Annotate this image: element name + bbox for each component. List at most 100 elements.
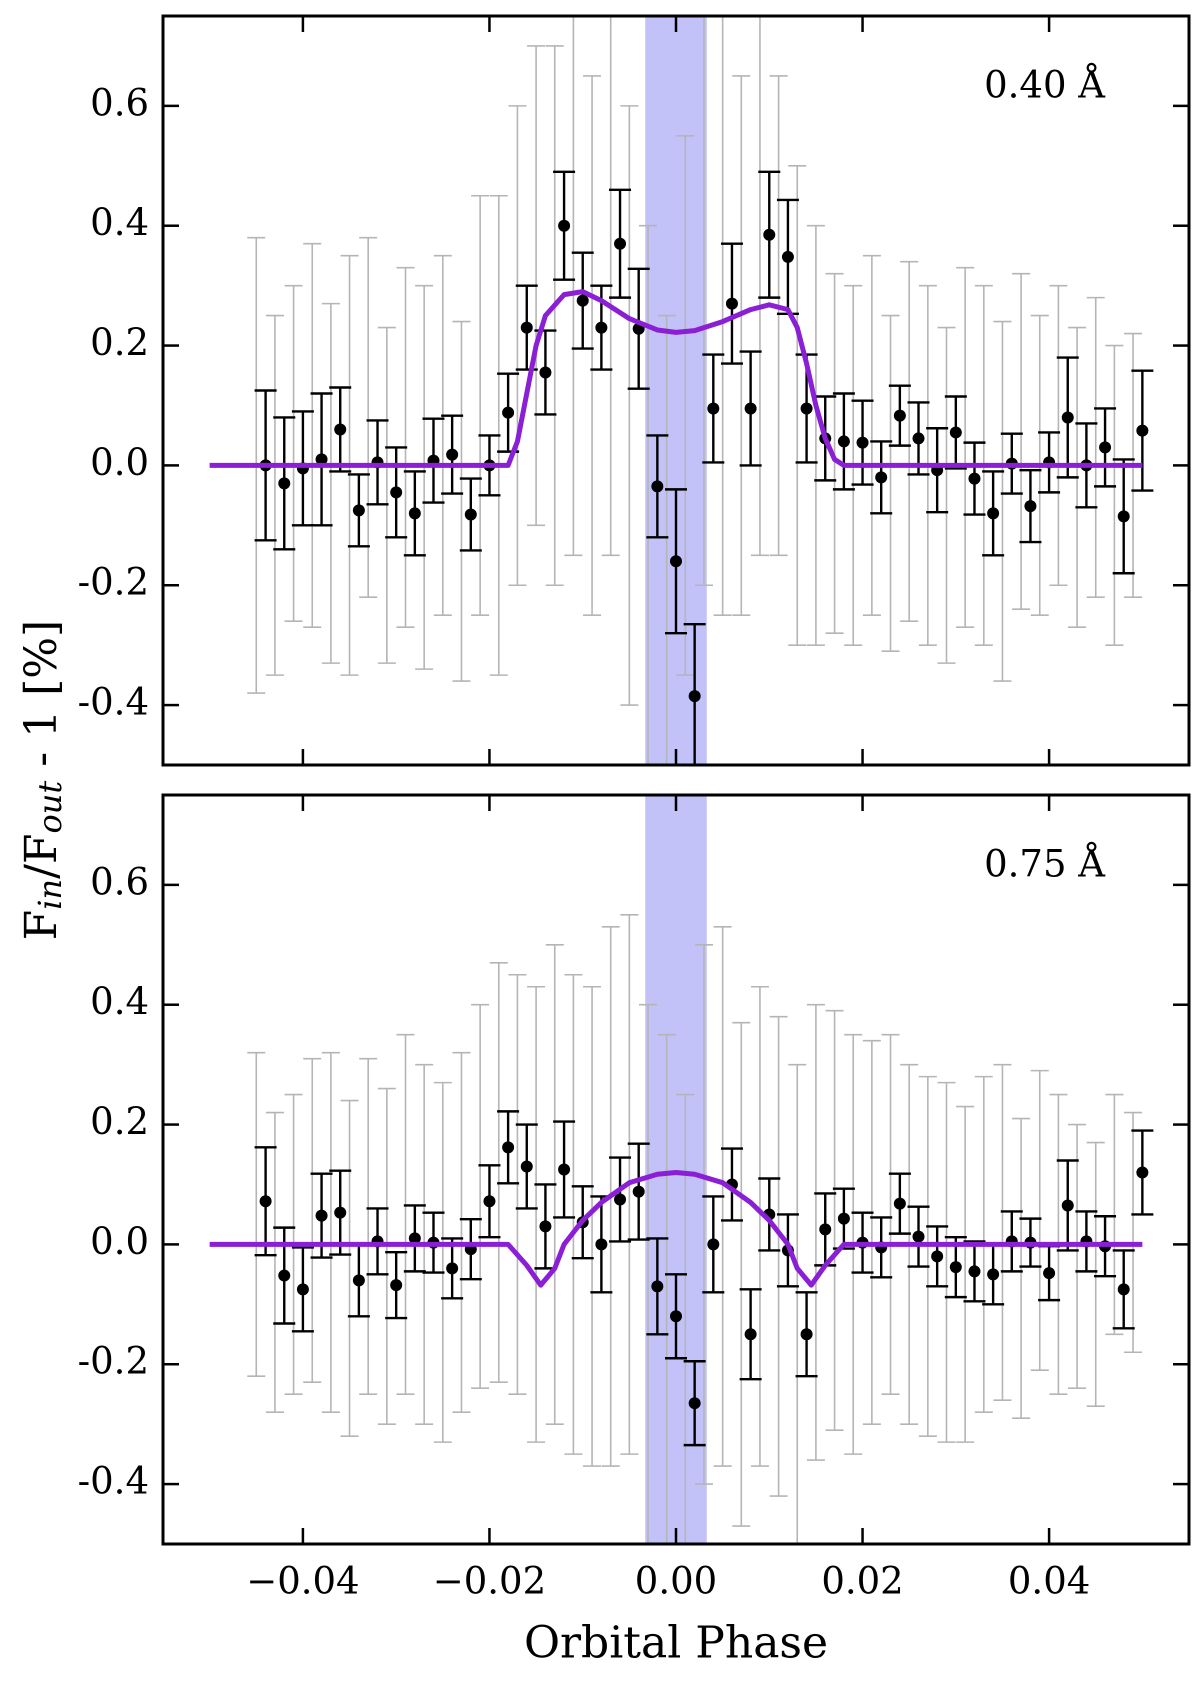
y-tick-label: 0.4 (90, 980, 149, 1023)
data-point (968, 1265, 981, 1278)
data-point (390, 486, 403, 499)
x-tick-label: 0.04 (1008, 1560, 1090, 1603)
data-point (352, 1274, 365, 1287)
data-point (278, 477, 291, 490)
data-point (576, 294, 589, 307)
panel-annotation: 0.75 Å (984, 842, 1106, 886)
data-point (1061, 1199, 1074, 1212)
data-point (1024, 500, 1037, 513)
data-point (539, 366, 552, 379)
y-tick-label: 0.6 (90, 860, 149, 903)
data-point (893, 409, 906, 422)
data-point (763, 228, 776, 241)
y-tick-label: 0.2 (90, 321, 149, 364)
data-point (1136, 424, 1149, 437)
data-point (408, 507, 421, 520)
data-point (781, 250, 794, 263)
data-point (912, 1230, 925, 1243)
shaded-band (645, 16, 707, 765)
data-point (987, 1268, 1000, 1281)
data-point (315, 1209, 328, 1222)
data-point (707, 402, 720, 415)
x-tick-label: −0.02 (433, 1560, 546, 1603)
data-point (725, 297, 738, 310)
y-tick-label: -0.4 (78, 1460, 149, 1503)
data-point (558, 219, 571, 232)
data-point (483, 1195, 496, 1208)
data-point (1117, 510, 1130, 523)
data-point (502, 1141, 515, 1154)
model-line (209, 289, 1143, 468)
data-point (1061, 411, 1074, 424)
data-point (278, 1269, 291, 1282)
y-tick-label: 0.0 (90, 1220, 149, 1263)
data-point (595, 1238, 608, 1251)
data-point (819, 1223, 832, 1236)
data-point (595, 321, 608, 334)
data-point (688, 690, 701, 703)
data-point (968, 472, 981, 485)
data-point (670, 1310, 682, 1323)
model-line (209, 1170, 1143, 1288)
data-point (651, 480, 664, 493)
data-point (1136, 1166, 1149, 1179)
data-point (893, 1197, 906, 1210)
y-tick-label: 0.6 (90, 81, 149, 124)
data-point (632, 1185, 645, 1198)
x-tick-label: 0.02 (821, 1560, 903, 1603)
data-point (688, 1397, 701, 1410)
data-point (390, 1279, 403, 1292)
data-point (334, 423, 347, 436)
data-point (800, 402, 813, 415)
plot-area (209, 16, 1154, 765)
data-point (987, 507, 1000, 520)
data-point (464, 508, 477, 521)
data-point (837, 435, 850, 448)
y-tick-label: -0.4 (78, 681, 149, 724)
data-point (259, 1195, 272, 1208)
data-point (931, 1250, 944, 1263)
data-point (837, 1212, 850, 1225)
data-point (875, 471, 888, 484)
data-point (520, 321, 533, 334)
data-point (744, 402, 757, 415)
shaded-band (645, 795, 707, 1544)
data-point (352, 504, 365, 517)
data-point (614, 237, 627, 250)
data-point (296, 1283, 309, 1296)
data-point (651, 1280, 664, 1293)
data-point (446, 1262, 459, 1275)
data-point (614, 1193, 627, 1206)
y-label-part: F (16, 910, 67, 941)
y-tick-label: 0.0 (90, 441, 149, 484)
x-tick-label: −0.04 (246, 1560, 359, 1603)
x-tick-label: 0.00 (635, 1560, 717, 1603)
plot-area (209, 795, 1154, 1544)
panel-annotation: 0.40 Å (984, 63, 1106, 107)
data-point (520, 1160, 533, 1173)
y-axis-label: Fin/Fout - 1 [%] (16, 620, 69, 940)
data-point (558, 1163, 571, 1176)
data-point (1099, 441, 1112, 454)
data-point (912, 432, 925, 445)
y-tick-label: -0.2 (78, 561, 149, 604)
y-tick-label: 0.2 (90, 1100, 149, 1143)
y-label-part: - 1 [%] (16, 620, 67, 781)
y-label-sub: in (31, 879, 69, 910)
data-point (949, 426, 962, 439)
y-tick-label: -0.2 (78, 1340, 149, 1383)
y-label-part: /F (16, 833, 67, 878)
y-tick-label: 0.4 (90, 201, 149, 244)
data-point (856, 436, 869, 449)
data-point (539, 1220, 552, 1233)
x-axis-label: Orbital Phase (524, 1618, 828, 1669)
y-label-sub: out (31, 781, 69, 834)
data-point (800, 1328, 813, 1341)
data-point (1117, 1283, 1130, 1296)
data-point (744, 1328, 757, 1341)
data-point (408, 1232, 421, 1245)
data-point (334, 1206, 347, 1219)
data-point (670, 555, 682, 568)
data-point (707, 1238, 720, 1251)
